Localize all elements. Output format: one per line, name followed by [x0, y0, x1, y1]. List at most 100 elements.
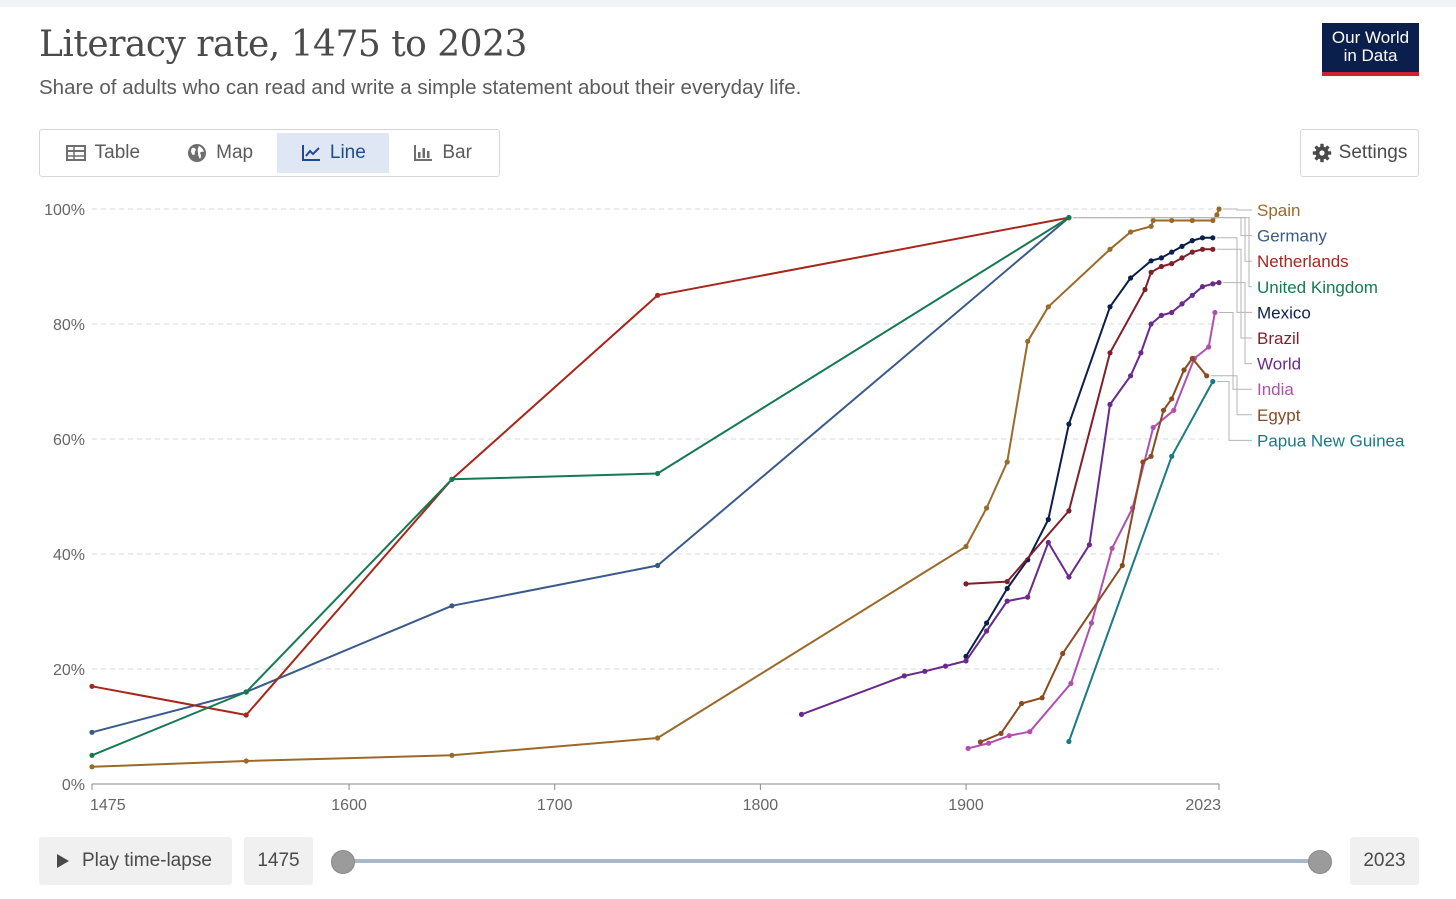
- data-point[interactable]: [1027, 729, 1033, 735]
- tab-table[interactable]: Table: [43, 133, 163, 173]
- data-point[interactable]: [655, 735, 661, 741]
- data-point[interactable]: [1138, 350, 1144, 356]
- data-point[interactable]: [1045, 516, 1051, 523]
- data-point[interactable]: [1004, 579, 1010, 585]
- data-point[interactable]: [1210, 281, 1216, 287]
- data-point[interactable]: [89, 752, 95, 758]
- data-point[interactable]: [1158, 255, 1164, 261]
- tab-bar[interactable]: Bar: [389, 133, 496, 173]
- data-point[interactable]: [1107, 401, 1113, 408]
- data-point[interactable]: [1119, 562, 1125, 569]
- data-point[interactable]: [1210, 217, 1216, 224]
- data-point[interactable]: [963, 581, 969, 587]
- data-point[interactable]: [1066, 508, 1072, 514]
- data-point[interactable]: [1004, 585, 1010, 592]
- series-papua-new-guinea[interactable]: [1066, 378, 1216, 745]
- data-point[interactable]: [1060, 650, 1066, 657]
- owid-logo[interactable]: Our World in Data: [1322, 23, 1419, 76]
- data-point[interactable]: [1199, 284, 1206, 290]
- data-point[interactable]: [243, 758, 249, 764]
- data-point[interactable]: [1179, 243, 1185, 249]
- data-point[interactable]: [1206, 344, 1212, 350]
- tab-line[interactable]: Line: [277, 133, 390, 173]
- data-point[interactable]: [1210, 235, 1216, 241]
- data-point[interactable]: [1128, 229, 1134, 235]
- tab-map[interactable]: Map: [163, 133, 278, 173]
- legend-label[interactable]: Egypt: [1257, 406, 1301, 425]
- data-point[interactable]: [1086, 542, 1092, 548]
- series-brazil[interactable]: [963, 246, 1216, 587]
- data-point[interactable]: [1210, 246, 1216, 252]
- data-point[interactable]: [1025, 338, 1031, 344]
- legend-label[interactable]: United Kingdom: [1257, 278, 1378, 297]
- data-point[interactable]: [1210, 378, 1216, 385]
- legend-label[interactable]: Netherlands: [1257, 252, 1349, 271]
- data-point[interactable]: [901, 673, 907, 679]
- data-point[interactable]: [89, 764, 95, 770]
- data-point[interactable]: [1212, 309, 1218, 316]
- data-point[interactable]: [1039, 695, 1045, 701]
- data-point[interactable]: [1066, 738, 1072, 745]
- series-world[interactable]: [798, 280, 1222, 718]
- data-point[interactable]: [963, 543, 969, 550]
- data-point[interactable]: [1189, 238, 1195, 244]
- data-point[interactable]: [1109, 545, 1115, 551]
- legend-label[interactable]: Papua New Guinea: [1257, 431, 1405, 450]
- series-line[interactable]: [91, 208, 1220, 768]
- data-point[interactable]: [1169, 396, 1175, 402]
- data-point[interactable]: [449, 603, 455, 609]
- data-point[interactable]: [1171, 407, 1177, 413]
- data-point[interactable]: [1150, 217, 1156, 224]
- data-point[interactable]: [1158, 312, 1164, 318]
- series-line[interactable]: [91, 216, 1070, 757]
- data-point[interactable]: [89, 729, 95, 735]
- series-spain[interactable]: [89, 206, 1222, 770]
- data-point[interactable]: [942, 663, 949, 669]
- legend-label[interactable]: Mexico: [1257, 303, 1311, 322]
- data-point[interactable]: [243, 689, 249, 695]
- data-point[interactable]: [984, 620, 990, 626]
- timeline-slider-track[interactable]: [343, 859, 1320, 863]
- series-line[interactable]: [1067, 381, 1214, 742]
- data-point[interactable]: [1189, 217, 1195, 224]
- end-handle[interactable]: [1308, 850, 1332, 874]
- data-point[interactable]: [1066, 574, 1072, 580]
- data-point[interactable]: [449, 752, 455, 758]
- data-point[interactable]: [1214, 212, 1220, 218]
- data-point[interactable]: [1107, 350, 1113, 356]
- data-point[interactable]: [655, 562, 661, 569]
- data-point[interactable]: [1189, 355, 1195, 362]
- data-point[interactable]: [1169, 309, 1175, 316]
- data-point[interactable]: [922, 668, 928, 674]
- data-point[interactable]: [449, 476, 455, 482]
- series-line[interactable]: [801, 281, 1220, 716]
- data-point[interactable]: [798, 711, 805, 718]
- data-point[interactable]: [1148, 453, 1154, 459]
- data-point[interactable]: [1150, 424, 1156, 431]
- data-point[interactable]: [998, 730, 1004, 737]
- data-point[interactable]: [984, 505, 990, 511]
- data-point[interactable]: [1140, 459, 1146, 465]
- data-point[interactable]: [1148, 321, 1154, 327]
- data-point[interactable]: [1169, 217, 1175, 224]
- data-point[interactable]: [1148, 269, 1154, 275]
- data-point[interactable]: [1160, 407, 1167, 413]
- series-egypt[interactable]: [977, 355, 1210, 745]
- start-year-box[interactable]: 1475: [244, 837, 313, 885]
- data-point[interactable]: [963, 658, 969, 664]
- data-point[interactable]: [1128, 275, 1134, 281]
- data-point[interactable]: [1158, 263, 1164, 270]
- data-point[interactable]: [1189, 292, 1195, 298]
- data-point[interactable]: [1006, 733, 1012, 739]
- data-point[interactable]: [1189, 249, 1195, 255]
- data-point[interactable]: [1179, 255, 1185, 261]
- series-netherlands[interactable]: [89, 215, 1072, 718]
- data-point[interactable]: [1142, 286, 1148, 293]
- data-point[interactable]: [1066, 421, 1072, 427]
- data-point[interactable]: [1045, 539, 1051, 546]
- series-united-kingdom[interactable]: [89, 215, 1072, 758]
- data-point[interactable]: [1019, 700, 1025, 707]
- data-point[interactable]: [89, 683, 95, 689]
- start-handle[interactable]: [331, 850, 355, 874]
- legend-label[interactable]: Spain: [1257, 201, 1300, 220]
